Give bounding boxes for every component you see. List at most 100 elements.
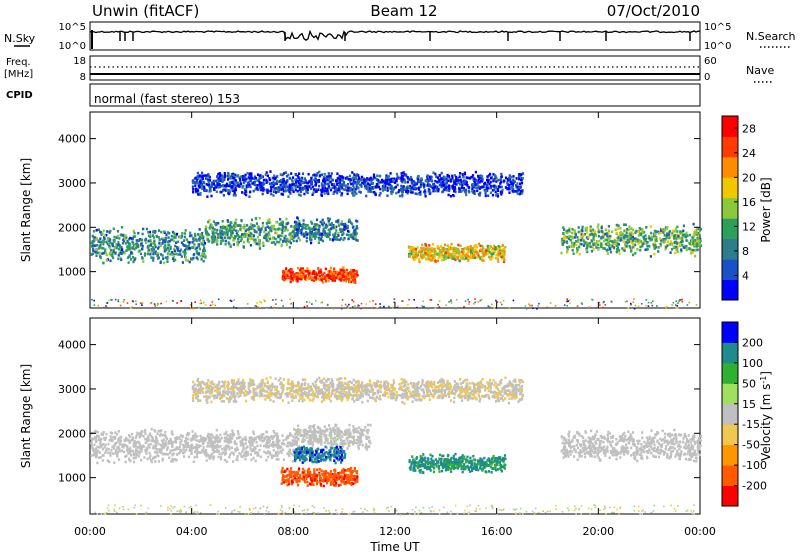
data-cell xyxy=(112,227,115,231)
data-cell xyxy=(689,251,693,255)
data-cell xyxy=(415,182,418,186)
data-cell xyxy=(512,179,515,183)
data-cell xyxy=(507,187,510,191)
noise-cell xyxy=(515,508,518,510)
data-cell xyxy=(150,250,153,253)
noise-cell xyxy=(386,507,388,510)
data-cell xyxy=(493,249,496,252)
data-cell xyxy=(168,249,171,253)
data-cell xyxy=(220,240,223,243)
data-cell xyxy=(353,281,356,284)
noise-cell xyxy=(113,510,116,512)
colorbar-swatch xyxy=(722,259,738,280)
data-cell xyxy=(317,272,320,276)
data-cell xyxy=(670,242,673,246)
data-cell xyxy=(126,239,129,243)
noise-cell xyxy=(145,511,148,514)
data-cell xyxy=(668,233,671,237)
noise-cell xyxy=(135,300,137,302)
noise-cell xyxy=(217,298,220,301)
data-cell xyxy=(371,182,374,185)
data-cell xyxy=(625,244,628,248)
data-cell xyxy=(256,173,260,176)
data-cell xyxy=(275,451,278,454)
data-cell xyxy=(266,236,270,239)
data-cell xyxy=(698,242,701,246)
data-cell xyxy=(189,447,193,451)
noise-cell xyxy=(463,305,465,308)
noise-cell xyxy=(279,509,282,511)
data-cell xyxy=(333,184,336,188)
noise-cell xyxy=(575,513,577,515)
data-cell xyxy=(412,258,415,261)
data-cell xyxy=(149,240,152,244)
data-cell xyxy=(434,251,437,254)
noise-cell xyxy=(686,304,689,306)
data-cell xyxy=(447,174,450,178)
data-cell xyxy=(427,256,430,259)
noise-cell xyxy=(122,301,125,303)
colorbar-swatch xyxy=(722,116,738,137)
data-cell xyxy=(247,230,250,234)
data-cell xyxy=(145,241,148,244)
data-cell xyxy=(299,194,302,197)
data-cell xyxy=(196,450,199,454)
data-cell xyxy=(655,245,658,249)
noise-cell xyxy=(493,307,495,309)
data-cell xyxy=(262,244,265,247)
data-cell xyxy=(192,188,195,191)
data-cell xyxy=(369,190,372,193)
data-cell xyxy=(287,270,290,273)
data-cell xyxy=(256,235,259,239)
data-cell xyxy=(269,444,272,447)
noise-cell xyxy=(397,305,399,307)
data-cell xyxy=(390,192,393,195)
freq-strip-frame xyxy=(89,55,701,81)
data-cell xyxy=(294,178,297,182)
data-cell xyxy=(195,239,198,242)
data-cell xyxy=(501,249,504,252)
data-cell xyxy=(400,172,403,175)
data-cell xyxy=(682,224,685,228)
data-cell xyxy=(313,237,316,240)
data-cell xyxy=(520,189,523,193)
noise-cell xyxy=(417,512,420,515)
data-cell xyxy=(364,182,367,186)
data-cell xyxy=(580,242,583,246)
data-cell xyxy=(114,431,117,434)
data-cell xyxy=(340,175,344,178)
data-cell xyxy=(292,273,296,276)
data-cell xyxy=(589,245,592,248)
data-cell xyxy=(440,253,443,257)
data-cell xyxy=(111,244,114,248)
data-cell xyxy=(407,190,410,193)
data-cell xyxy=(676,230,679,233)
data-cell xyxy=(688,247,691,250)
data-cell xyxy=(203,187,206,190)
data-cell xyxy=(244,229,247,232)
data-cell xyxy=(352,193,355,196)
data-cell xyxy=(428,175,432,179)
data-cell xyxy=(410,178,413,182)
data-cell xyxy=(289,232,292,235)
noise-cell xyxy=(573,509,576,512)
data-cell xyxy=(520,173,523,177)
data-cell xyxy=(684,244,687,248)
data-cell xyxy=(149,239,152,242)
data-cell xyxy=(645,226,648,229)
data-cell xyxy=(487,194,490,197)
data-cell xyxy=(495,253,498,257)
data-cell xyxy=(201,254,204,257)
data-cell xyxy=(469,177,472,180)
data-cell xyxy=(261,221,264,225)
data-cell xyxy=(195,256,198,259)
noise-cell xyxy=(645,304,647,307)
data-cell xyxy=(233,184,236,187)
data-cell xyxy=(415,255,418,258)
data-cell xyxy=(281,434,284,437)
data-cell xyxy=(229,245,232,248)
noise-cell xyxy=(214,304,216,307)
data-cell xyxy=(669,240,673,243)
data-cell xyxy=(314,180,317,183)
data-cell xyxy=(186,246,190,250)
